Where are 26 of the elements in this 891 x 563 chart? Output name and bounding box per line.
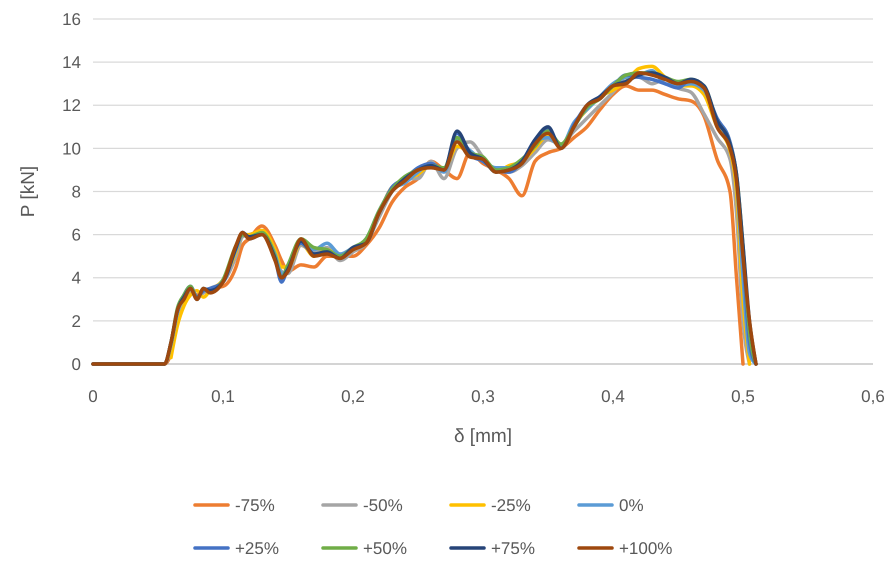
y-axis-title: P [kN] xyxy=(18,166,39,218)
legend-label: -25% xyxy=(491,496,531,515)
x-tick-label: 0 xyxy=(88,387,98,406)
y-tick-label: 0 xyxy=(72,354,81,374)
legend-label: 0% xyxy=(619,496,644,515)
x-axis-title: δ [mm] xyxy=(454,426,512,447)
y-tick-label: 16 xyxy=(62,10,81,29)
y-tick-label: 10 xyxy=(62,139,81,158)
y-tick-label: 8 xyxy=(72,182,81,202)
y-tick-label: 14 xyxy=(62,53,81,72)
x-tick-label: 0,3 xyxy=(471,387,495,406)
x-tick-label: 0,2 xyxy=(341,387,365,406)
x-tick-label: 0,6 xyxy=(861,387,885,406)
legend-label: -50% xyxy=(363,496,403,515)
x-tick-label: 0,5 xyxy=(731,387,755,406)
y-tick-label: 2 xyxy=(72,312,81,331)
legend-label: +100% xyxy=(619,538,672,558)
y-tick-label: 12 xyxy=(62,96,81,116)
y-tick-label: 4 xyxy=(72,268,81,288)
y-tick-label: 6 xyxy=(72,226,81,245)
x-tick-label: 0,4 xyxy=(601,387,625,406)
x-tick-label: 0,1 xyxy=(211,387,235,406)
legend-label: +75% xyxy=(491,538,535,558)
legend-label: +50% xyxy=(363,538,407,558)
legend-label: -75% xyxy=(235,496,275,515)
legend-label: +25% xyxy=(235,538,279,558)
